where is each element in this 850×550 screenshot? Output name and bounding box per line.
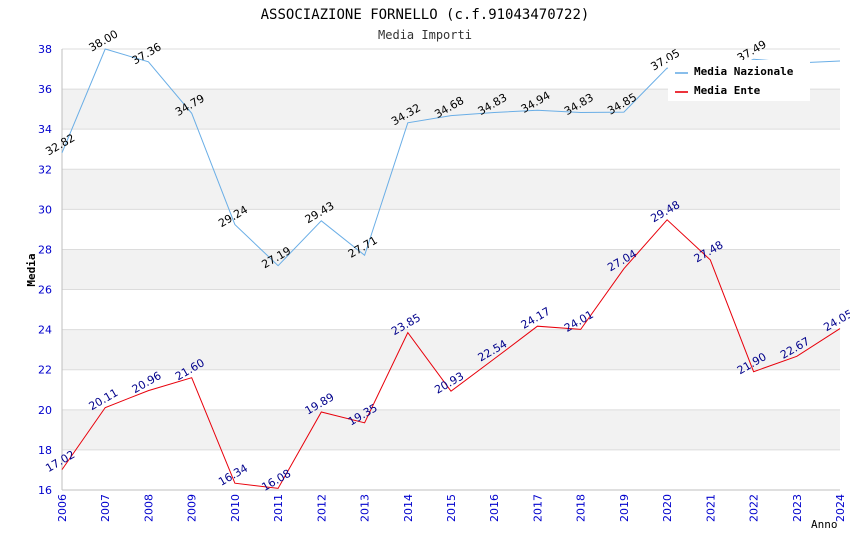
plot-band	[62, 249, 840, 290]
y-tick-label: 24	[38, 324, 52, 337]
y-axis-label: Media	[25, 253, 38, 286]
legend-label-media-ente: Media Ente	[694, 84, 761, 97]
y-axis-ticks: 16 18 20 22 24 26 28 30 32 34 36 38	[38, 43, 52, 497]
x-tick-label: 2021	[704, 494, 717, 522]
plot-band	[62, 409, 840, 450]
y-tick-label: 20	[38, 404, 52, 417]
x-tick-label: 2012	[315, 494, 328, 522]
data-label: 20.93	[432, 370, 466, 397]
data-label: 20.11	[87, 386, 121, 413]
y-tick-label: 34	[38, 123, 52, 136]
x-tick-label: 2009	[186, 494, 199, 522]
y-tick-label: 32	[38, 163, 52, 176]
x-tick-label: 2019	[618, 494, 631, 522]
x-tick-label: 2018	[575, 494, 588, 522]
legend: Media Nazionale Media Ente	[668, 60, 810, 101]
x-tick-label: 2006	[56, 494, 69, 522]
data-label: 37.36	[130, 40, 164, 67]
y-tick-label: 22	[38, 364, 52, 377]
plot-band	[62, 169, 840, 210]
y-tick-label: 16	[38, 484, 52, 497]
chart-subtitle: Media Importi	[378, 28, 472, 42]
x-tick-label: 2022	[748, 494, 761, 522]
x-tick-label: 2023	[791, 494, 804, 522]
x-tick-label: 2013	[359, 494, 372, 522]
x-tick-label: 2010	[229, 494, 242, 522]
series-line-media-ente	[61, 219, 841, 489]
x-tick-label: 2014	[402, 494, 415, 522]
x-axis-ticks: 2006 2007 2008 2009 2010 2011 2012 2013 2014 2015…	[56, 494, 847, 522]
legend-label-media-nazionale: Media Nazionale	[694, 65, 794, 78]
y-tick-label: 28	[38, 243, 52, 256]
plot-band	[62, 329, 840, 370]
x-tick-label: 2024	[834, 494, 847, 522]
data-label: 38.00	[87, 27, 121, 54]
legend-box	[668, 60, 810, 101]
x-tick-label: 2015	[445, 494, 458, 522]
plot-background	[62, 89, 840, 450]
axes	[61, 49, 840, 491]
x-tick-label: 2020	[661, 494, 674, 522]
data-label: 20.96	[130, 369, 164, 396]
y-tick-label: 18	[38, 444, 52, 457]
y-tick-label: 38	[38, 43, 52, 56]
y-tick-label: 30	[38, 203, 52, 216]
x-tick-label: 2016	[488, 494, 501, 522]
x-tick-label: 2017	[531, 494, 544, 522]
x-axis-label: Anno	[811, 518, 838, 531]
x-tick-label: 2011	[272, 494, 285, 522]
x-tick-label: 2008	[142, 494, 155, 522]
chart-title: ASSOCIAZIONE FORNELLO (c.f.91043470722)	[261, 7, 590, 23]
y-tick-label: 36	[38, 83, 52, 96]
y-tick-label: 26	[38, 284, 52, 297]
x-tick-label: 2007	[99, 494, 112, 522]
